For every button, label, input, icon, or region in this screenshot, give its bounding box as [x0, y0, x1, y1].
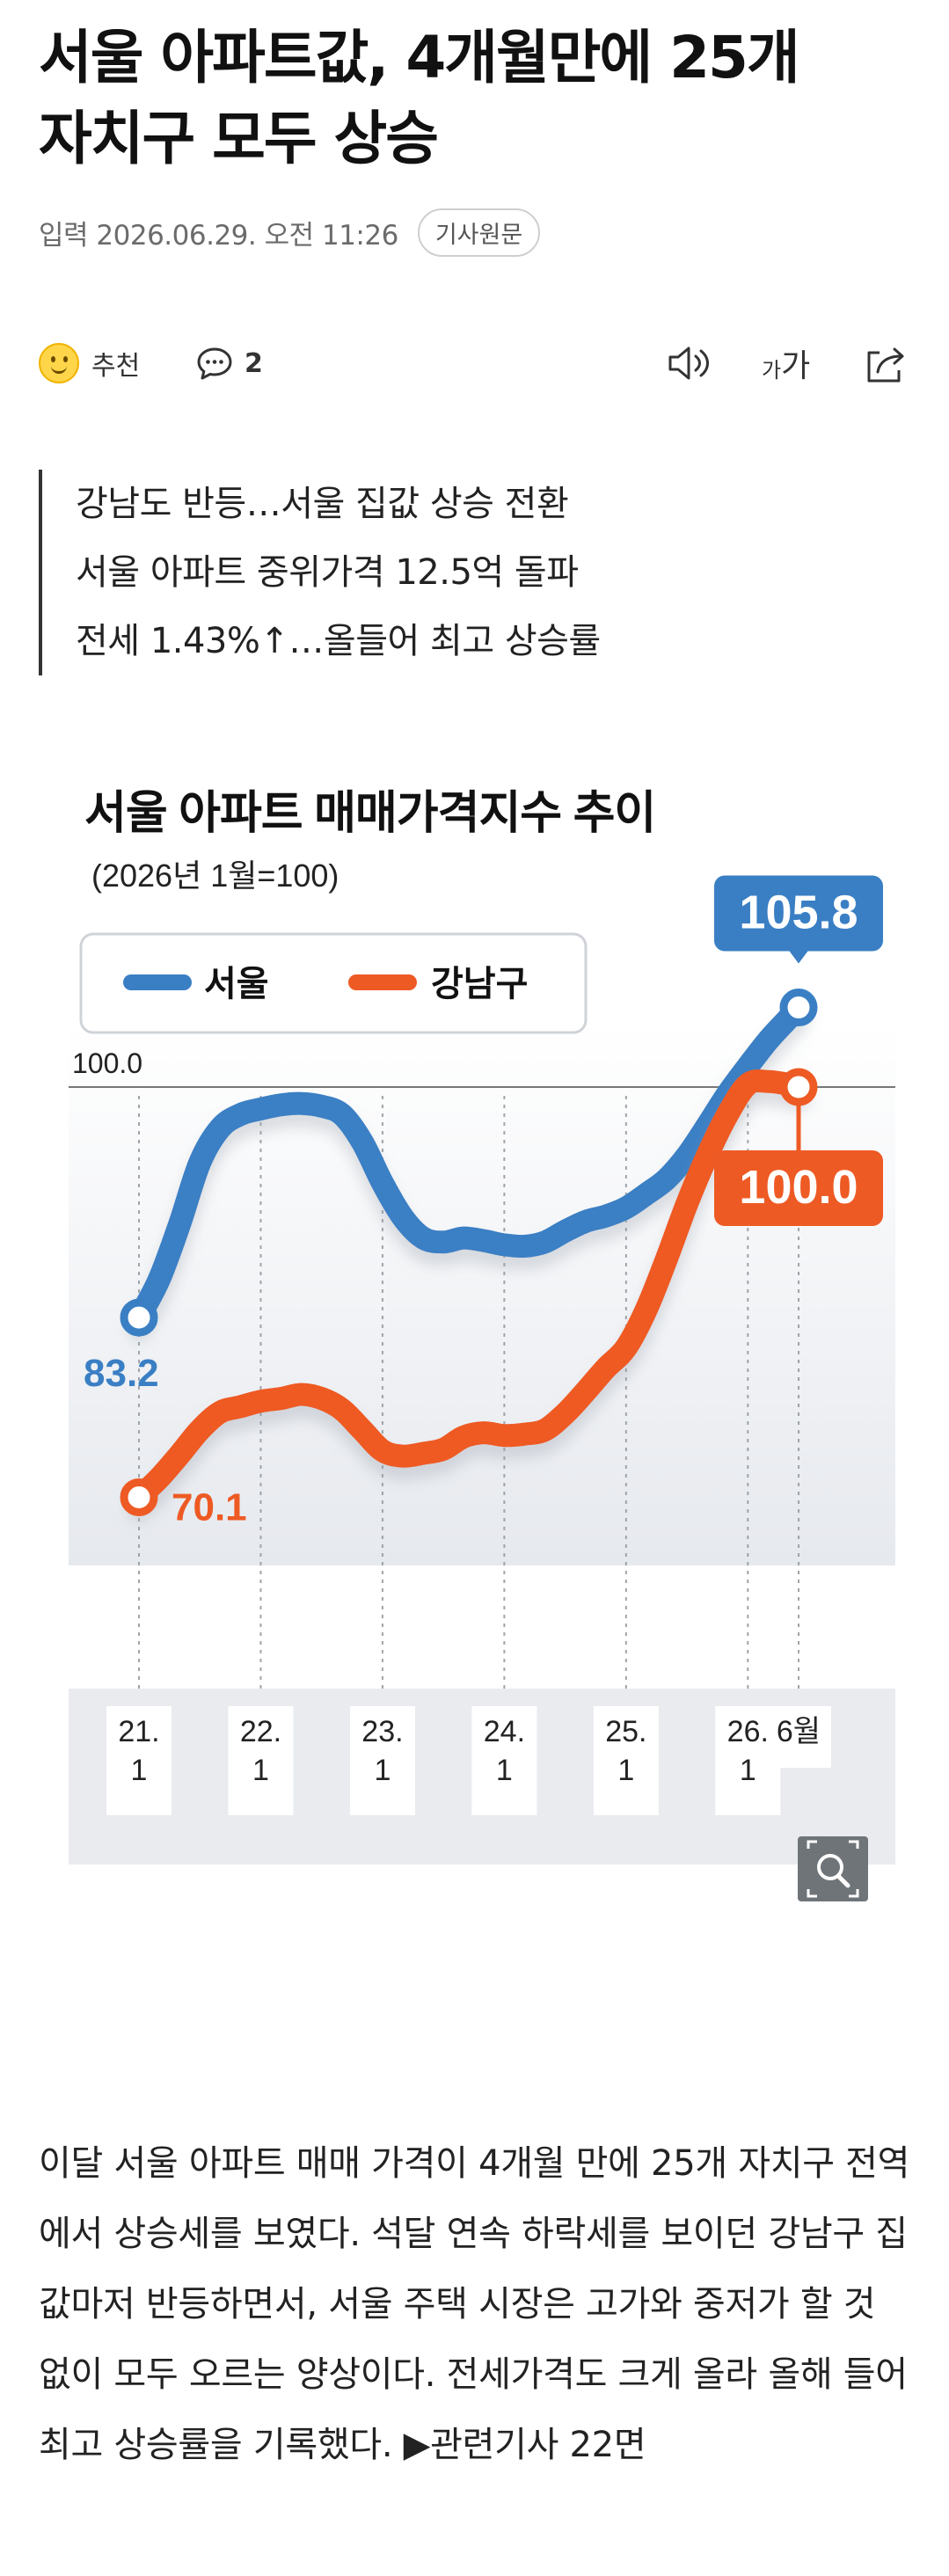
x-tick-label: 6월: [777, 1715, 821, 1748]
comment-icon: [197, 347, 232, 380]
x-tick-box: [593, 1706, 659, 1815]
x-tick: 25.1: [593, 1706, 659, 1815]
series-start-marker: [120, 1478, 158, 1516]
x-tick-label: 22.: [240, 1715, 281, 1748]
x-tick-box: [766, 1706, 831, 1768]
article-chart-figure: 서울 아파트 매매가격지수 추이 (2026년 1월=100) 서울 강남구 1…: [0, 756, 949, 1917]
comment-button[interactable]: 2: [193, 332, 263, 394]
x-tick: 23.1: [349, 1706, 415, 1815]
article-body: 이달 서울 아파트 매매 가격이 4개월 만에 25개 자치구 전역에서 상승세…: [39, 2143, 910, 2465]
series-line-gangnam: [128, 1069, 810, 1509]
x-tick-label: 25.: [605, 1715, 646, 1748]
x-tick: 6월: [766, 1706, 831, 1768]
series-line-seoul: [128, 996, 810, 1330]
x-tick-label: 21.: [118, 1715, 159, 1748]
x-tick: 24.1: [471, 1706, 537, 1815]
recommend-button[interactable]: 추천: [39, 332, 140, 394]
x-tick-label: 1: [496, 1754, 513, 1787]
legend-seoul-swatch: [123, 974, 192, 990]
chart-legend: 서울 강남구: [79, 932, 588, 1034]
comment-count: 2: [245, 347, 263, 379]
legend-gangnam-label: 강남구: [431, 965, 528, 1003]
series-end-marker: [779, 989, 818, 1027]
font-size-large-glyph: 가: [781, 348, 811, 384]
series-start-value: 83.2: [84, 1352, 159, 1395]
chart-title: 서울 아파트 매매가격지수 추이: [84, 788, 655, 839]
subhead-1: 강남도 반등…서울 집값 상승 전환: [76, 484, 569, 524]
x-tick-label: 1: [740, 1754, 756, 1787]
subheadlines: 강남도 반등…서울 집값 상승 전환 서울 아파트 중위가격 12.5억 돌파 …: [39, 470, 901, 675]
callout-box: [714, 1150, 883, 1226]
x-tick-label: 1: [617, 1754, 634, 1787]
series-start-marker: [120, 1298, 158, 1337]
legend-box: [79, 932, 588, 1034]
x-tick-label: 23.: [361, 1715, 403, 1748]
price-index-chart: 서울 아파트 매매가격지수 추이 (2026년 1월=100) 서울 강남구 1…: [69, 788, 895, 1901]
callout-box: [714, 875, 883, 952]
magnifier-icon: [817, 1854, 843, 1880]
chart-subtitle: (2026년 1월=100): [91, 857, 339, 894]
headline-line-2: 자치구 모두 상승: [39, 105, 439, 172]
zoom-frame-icon: [807, 1840, 859, 1898]
x-tick: 21.1: [106, 1706, 172, 1815]
legend-gangnam-swatch: [348, 974, 417, 990]
plot-background: [69, 1020, 895, 1565]
zoom-button[interactable]: [798, 1836, 868, 1901]
x-tick-label: 1: [131, 1754, 148, 1787]
source-article-button[interactable]: 기사원문: [417, 208, 541, 257]
x-tick: 22.1: [228, 1706, 294, 1815]
x-tick-box: [471, 1706, 537, 1815]
x-tick-label: 1: [374, 1754, 391, 1787]
article-headline: 서울 아파트값, 4개월만에 25개 자치구 모두 상승: [39, 18, 918, 179]
x-tick-box: [228, 1706, 294, 1815]
speaker-icon: [668, 347, 710, 380]
x-tick-label: 24.: [484, 1715, 525, 1748]
meta-row: 입력 2026.06.29. 오전 11:26 기사원문: [39, 208, 541, 257]
headline-line-1: 서울 아파트값, 4개월만에 25개: [39, 24, 800, 91]
smile-icon: [39, 343, 79, 383]
share-icon: [867, 347, 904, 383]
legend-seoul-label: 서울: [204, 965, 269, 1003]
series-end-marker: [779, 1068, 818, 1106]
x-tick-label: 26.: [727, 1715, 769, 1748]
subhead-3: 전세 1.43%↑…올들어 최고 상승률: [76, 621, 601, 661]
x-tick-label: 1: [252, 1754, 269, 1787]
series-start-value: 70.1: [172, 1485, 247, 1529]
callout-pointer: [788, 949, 809, 964]
zoom-button-bg[interactable]: [798, 1836, 868, 1901]
share-button[interactable]: [862, 332, 911, 394]
published-time: 입력 2026.06.29. 오전 11:26: [39, 219, 398, 252]
recommend-label: 추천: [91, 351, 141, 382]
x-tick-box: [349, 1706, 415, 1815]
series-end-value: 105.8: [739, 887, 858, 939]
reference-line-label: 100.0: [72, 1047, 142, 1079]
listen-button[interactable]: [665, 332, 718, 394]
x-tick-box: [106, 1706, 172, 1815]
subhead-2: 서울 아파트 중위가격 12.5억 돌파: [76, 552, 579, 593]
font-size-small-glyph: 가: [762, 357, 782, 383]
series-end-value: 100.0: [739, 1161, 858, 1214]
